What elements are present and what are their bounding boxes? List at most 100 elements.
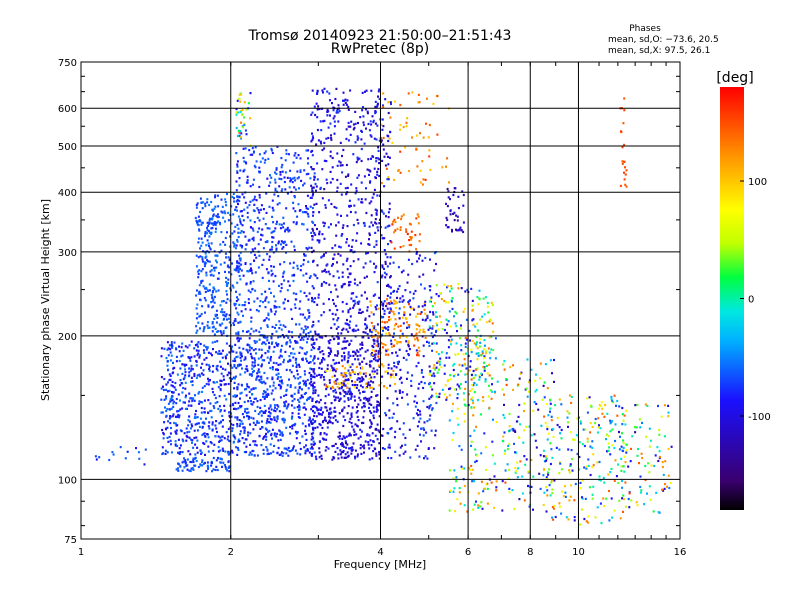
echo-point — [376, 226, 379, 229]
echo-point — [482, 297, 485, 300]
echo-point — [550, 481, 553, 484]
echo-point — [335, 335, 338, 338]
echo-point — [480, 354, 483, 357]
echo-point — [259, 427, 262, 430]
echo-point — [350, 452, 353, 455]
echo-point — [203, 287, 206, 290]
echo-point — [409, 305, 412, 308]
echo-point — [343, 400, 346, 403]
echo-point — [351, 363, 354, 366]
echo-point — [211, 322, 214, 325]
echo-point — [223, 311, 226, 314]
echo-point — [377, 157, 380, 160]
echo-point — [232, 395, 235, 398]
echo-point — [372, 387, 375, 390]
echo-point — [233, 268, 236, 271]
echo-point — [260, 414, 263, 417]
echo-point — [302, 274, 305, 277]
echo-point — [312, 287, 315, 290]
echo-point — [188, 371, 191, 374]
echo-point — [242, 274, 245, 277]
echo-point — [491, 383, 493, 386]
echo-point — [613, 509, 616, 512]
echo-point — [372, 440, 375, 443]
echo-point — [328, 309, 331, 312]
echo-point — [504, 481, 507, 484]
echo-point — [192, 457, 195, 460]
echo-point — [372, 416, 375, 420]
echo-point — [298, 209, 301, 212]
echo-point — [339, 182, 342, 185]
echo-point — [351, 239, 354, 242]
echo-point — [600, 401, 603, 404]
echo-point — [375, 344, 378, 347]
echo-point — [551, 492, 554, 495]
echo-point — [311, 186, 314, 189]
echo-point — [387, 101, 390, 104]
echo-point — [523, 499, 526, 502]
echo-point — [293, 424, 296, 427]
echo-point — [194, 443, 197, 446]
echo-point — [337, 453, 340, 456]
echo-point — [450, 386, 453, 389]
phases-o-mean-sd: mean, sd,O: −73.6, 20.5 — [608, 35, 719, 45]
echo-point — [304, 325, 307, 328]
echo-point — [310, 196, 313, 199]
echo-point — [486, 502, 489, 505]
echo-point — [236, 311, 239, 314]
echo-point — [370, 403, 373, 406]
echo-point — [303, 253, 305, 256]
echo-point — [280, 344, 283, 347]
echo-point — [622, 442, 625, 445]
echo-point — [235, 108, 238, 111]
echo-point — [663, 435, 666, 438]
echo-point — [375, 308, 378, 311]
echo-point — [445, 224, 448, 227]
echo-point — [386, 370, 389, 373]
echo-point — [285, 149, 288, 152]
echo-point — [245, 445, 248, 448]
echo-point — [449, 374, 452, 377]
echo-point — [360, 452, 363, 455]
echo-point — [424, 178, 427, 181]
echo-point — [354, 457, 357, 460]
echo-point — [486, 482, 489, 485]
echo-point — [223, 437, 226, 440]
echo-point — [624, 173, 627, 176]
echo-point — [252, 239, 255, 242]
echo-point — [366, 168, 369, 171]
echo-point — [227, 451, 230, 455]
echo-point — [313, 355, 316, 358]
echo-point — [287, 403, 290, 406]
echo-point — [262, 395, 264, 398]
echo-point — [421, 259, 424, 262]
echo-point — [456, 219, 459, 222]
echo-point — [235, 113, 238, 116]
echo-point — [369, 439, 372, 442]
echo-point — [534, 390, 537, 393]
echo-point — [218, 350, 221, 353]
echo-point — [224, 450, 227, 453]
echo-point — [550, 448, 553, 451]
echo-point — [399, 297, 402, 300]
echo-point — [270, 269, 273, 272]
echo-point — [243, 123, 246, 126]
echo-point — [274, 326, 276, 329]
echo-point — [178, 414, 181, 417]
echo-point — [314, 182, 317, 186]
echo-point — [527, 470, 530, 473]
echo-point — [285, 152, 288, 155]
echo-point — [397, 325, 400, 328]
echo-point — [273, 304, 276, 308]
echo-point — [370, 421, 373, 424]
echo-point — [462, 193, 465, 197]
echo-point — [454, 322, 457, 325]
echo-point — [246, 216, 249, 219]
echo-point — [398, 300, 401, 303]
echo-point — [269, 405, 272, 408]
echo-point — [341, 437, 344, 440]
echo-point — [328, 298, 330, 301]
echo-point — [234, 377, 236, 380]
echo-point — [416, 134, 419, 137]
